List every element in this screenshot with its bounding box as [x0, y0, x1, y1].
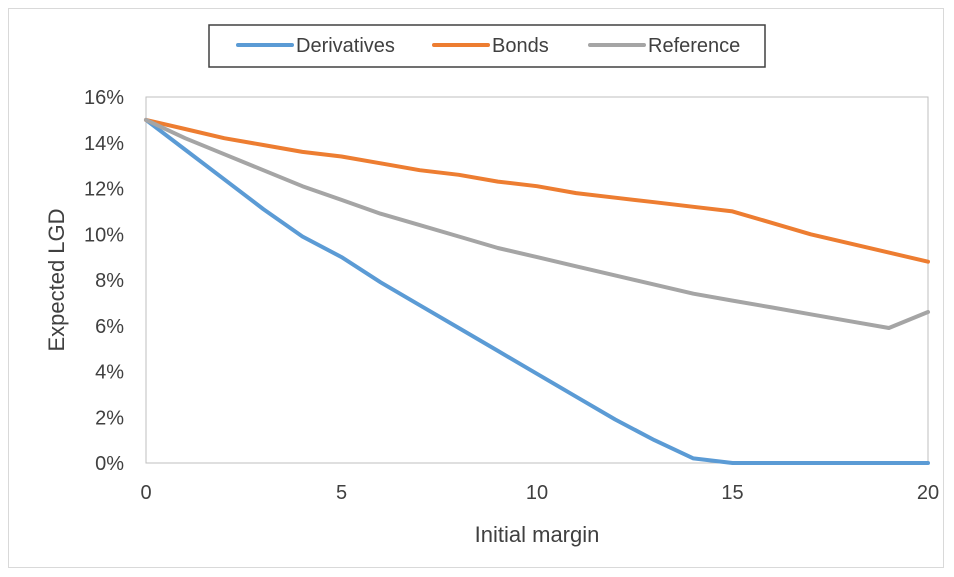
legend-label: Reference — [648, 35, 740, 57]
y-tick-label: 0% — [95, 453, 124, 475]
x-tick-label: 15 — [721, 482, 743, 504]
x-axis-title: Initial margin — [475, 522, 600, 547]
y-tick-label: 12% — [84, 179, 124, 201]
y-tick-label: 2% — [95, 407, 124, 429]
plot-border — [145, 96, 929, 464]
x-tick-label: 0 — [140, 482, 151, 504]
y-tick-label: 6% — [95, 316, 124, 338]
legend-label: Derivatives — [296, 35, 395, 57]
y-tick-label: 10% — [84, 224, 124, 246]
series-layer — [144, 117, 930, 465]
y-tick-label: 16% — [84, 87, 124, 109]
series-line-bonds — [144, 117, 930, 264]
x-axis: 0 5 10 15 20 — [140, 482, 939, 504]
y-tick-label: 4% — [95, 362, 124, 384]
legend-label: Bonds — [492, 35, 549, 57]
x-tick-label: 10 — [526, 482, 548, 504]
chart-frame — [8, 8, 944, 568]
x-tick-label: 5 — [336, 482, 347, 504]
x-tick-label: 20 — [917, 482, 939, 504]
y-axis: 0% 2% 4% 6% 8% 10% 12% 14% 16% — [84, 87, 124, 475]
y-axis-title: Expected LGD — [44, 208, 69, 351]
series-line-reference — [144, 117, 930, 330]
y-tick-label: 14% — [84, 133, 124, 155]
y-tick-label: 8% — [95, 270, 124, 292]
legend: Derivatives Bonds Reference — [208, 24, 766, 68]
plot-area — [145, 96, 929, 464]
series-line-derivatives — [144, 117, 930, 465]
